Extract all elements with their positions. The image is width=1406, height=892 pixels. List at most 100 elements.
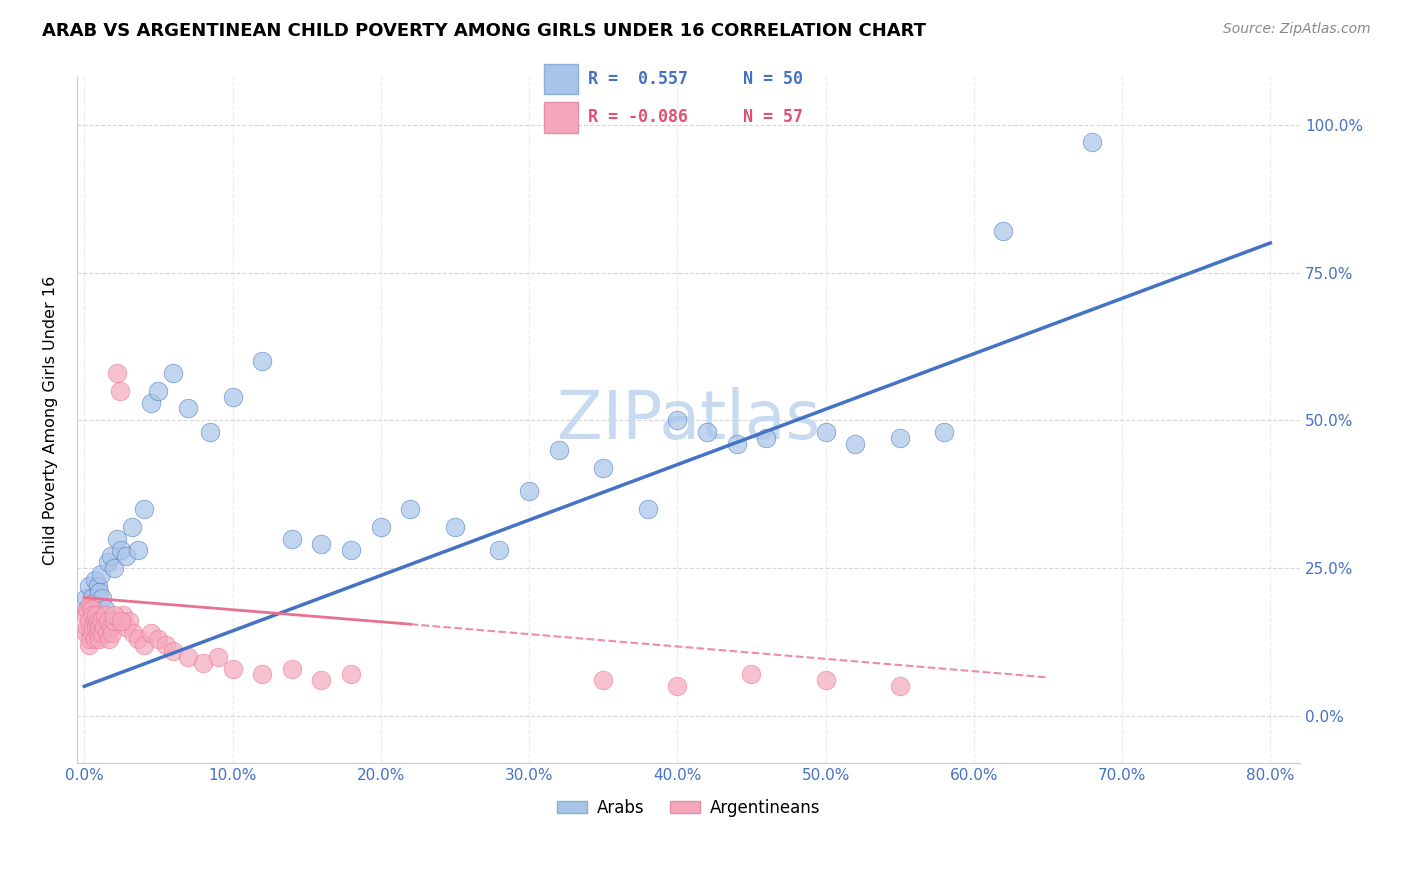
Point bbox=[75, 608, 97, 623]
Point bbox=[86, 614, 108, 628]
Point bbox=[94, 608, 117, 623]
Point bbox=[121, 519, 143, 533]
Point bbox=[76, 602, 98, 616]
Point bbox=[934, 425, 956, 439]
Point bbox=[82, 597, 104, 611]
Point bbox=[114, 549, 136, 564]
Legend: Arabs, Argentineans: Arabs, Argentineans bbox=[550, 792, 827, 823]
Y-axis label: Child Poverty Among Girls Under 16: Child Poverty Among Girls Under 16 bbox=[44, 276, 58, 565]
Point bbox=[139, 626, 162, 640]
Point bbox=[993, 224, 1015, 238]
Point bbox=[250, 667, 273, 681]
Point bbox=[97, 614, 120, 628]
Point bbox=[221, 390, 243, 404]
Point bbox=[127, 543, 149, 558]
Point bbox=[77, 638, 100, 652]
Point bbox=[281, 532, 304, 546]
Text: N = 50: N = 50 bbox=[744, 70, 803, 87]
Point bbox=[340, 543, 363, 558]
Point bbox=[122, 626, 145, 640]
Point bbox=[100, 620, 122, 634]
Point bbox=[79, 632, 101, 646]
Point bbox=[889, 679, 911, 693]
Text: R =  0.557: R = 0.557 bbox=[588, 70, 689, 87]
Point bbox=[87, 584, 110, 599]
Point bbox=[93, 620, 115, 634]
Point bbox=[80, 591, 103, 605]
Point bbox=[84, 608, 107, 623]
Point bbox=[77, 614, 100, 628]
Point bbox=[311, 537, 333, 551]
Point bbox=[111, 608, 134, 623]
Point bbox=[96, 626, 118, 640]
Point bbox=[148, 384, 170, 398]
Point bbox=[98, 632, 121, 646]
Point bbox=[101, 626, 124, 640]
Point bbox=[90, 614, 112, 628]
Point bbox=[83, 632, 105, 646]
Point bbox=[79, 620, 101, 634]
Point bbox=[77, 579, 100, 593]
Point bbox=[105, 532, 128, 546]
Point bbox=[105, 366, 128, 380]
Point bbox=[814, 425, 837, 439]
Point bbox=[80, 626, 103, 640]
Point bbox=[127, 632, 149, 646]
Point bbox=[200, 425, 222, 439]
Text: ZIPatlas: ZIPatlas bbox=[557, 387, 820, 453]
Point bbox=[76, 602, 98, 616]
Point bbox=[889, 431, 911, 445]
Point bbox=[83, 573, 105, 587]
Text: N = 57: N = 57 bbox=[744, 109, 803, 127]
Point bbox=[110, 614, 132, 628]
Point bbox=[162, 366, 184, 380]
Point bbox=[114, 620, 136, 634]
Point bbox=[132, 638, 155, 652]
Point bbox=[207, 649, 229, 664]
Point bbox=[666, 413, 689, 427]
Point bbox=[86, 579, 108, 593]
Point bbox=[80, 602, 103, 616]
Point bbox=[592, 460, 614, 475]
Point bbox=[103, 608, 125, 623]
Point bbox=[148, 632, 170, 646]
FancyBboxPatch shape bbox=[544, 103, 578, 133]
Point bbox=[75, 626, 97, 640]
Point bbox=[637, 502, 659, 516]
Point bbox=[86, 626, 108, 640]
Point bbox=[82, 608, 104, 623]
Point bbox=[162, 644, 184, 658]
Point bbox=[100, 549, 122, 564]
Point bbox=[118, 614, 141, 628]
Point bbox=[399, 502, 422, 516]
Point bbox=[250, 354, 273, 368]
Point bbox=[311, 673, 333, 688]
Point bbox=[814, 673, 837, 688]
Point bbox=[90, 566, 112, 581]
Point bbox=[76, 620, 98, 634]
Point bbox=[103, 561, 125, 575]
Point bbox=[488, 543, 510, 558]
Point bbox=[844, 437, 866, 451]
Text: R = -0.086: R = -0.086 bbox=[588, 109, 689, 127]
Point bbox=[547, 442, 569, 457]
Point bbox=[91, 626, 114, 640]
Point bbox=[139, 395, 162, 409]
Point bbox=[191, 656, 214, 670]
Point bbox=[696, 425, 718, 439]
Point bbox=[132, 502, 155, 516]
Point bbox=[177, 649, 200, 664]
Point bbox=[91, 591, 114, 605]
Point bbox=[281, 661, 304, 675]
Point bbox=[83, 614, 105, 628]
Point bbox=[155, 638, 177, 652]
Point bbox=[1081, 136, 1104, 150]
Point bbox=[370, 519, 392, 533]
Point bbox=[444, 519, 467, 533]
Point bbox=[740, 667, 762, 681]
Point bbox=[340, 667, 363, 681]
Point bbox=[755, 431, 778, 445]
Point bbox=[94, 602, 117, 616]
Point bbox=[82, 620, 104, 634]
Point bbox=[103, 614, 125, 628]
